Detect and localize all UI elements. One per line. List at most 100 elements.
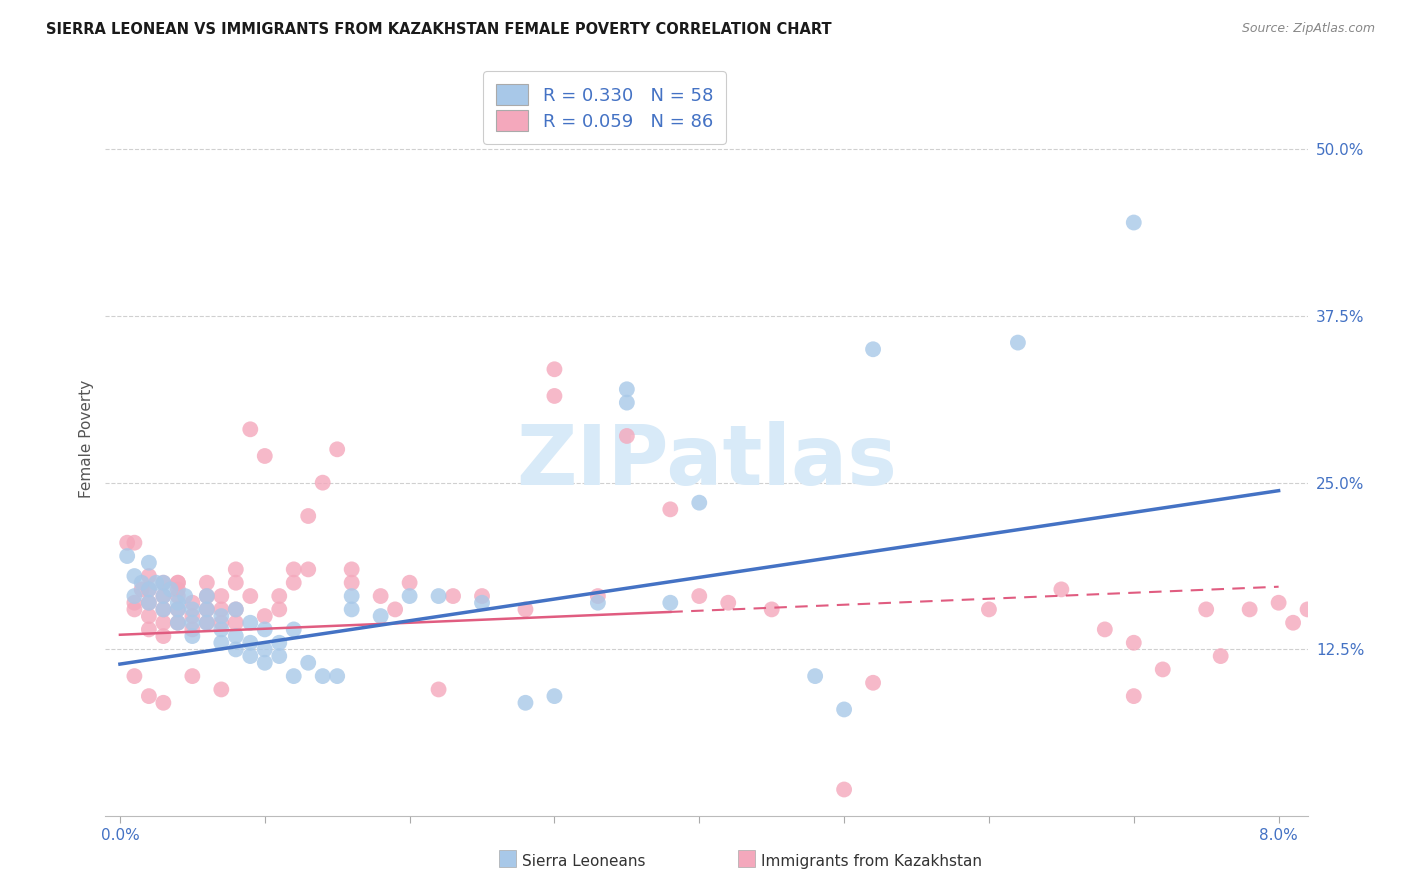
Point (152, 696, 174, 710)
Point (181, 602, 204, 616)
Point (225, 642, 247, 657)
Point (138, 596, 160, 610)
Point (124, 589, 146, 603)
Point (131, 575, 153, 590)
Point (515, 602, 537, 616)
Point (152, 602, 174, 616)
Point (297, 508, 319, 523)
Point (239, 615, 262, 630)
Point (167, 575, 190, 590)
Point (195, 615, 218, 630)
Point (181, 596, 204, 610)
Point (225, 602, 247, 616)
Point (1239, 602, 1261, 616)
Point (1152, 662, 1174, 676)
Point (195, 589, 218, 603)
Point (167, 615, 190, 630)
Point (138, 569, 160, 583)
Point (1195, 602, 1218, 616)
Point (124, 602, 146, 616)
Point (167, 602, 190, 616)
Point (152, 575, 174, 590)
Point (616, 382, 638, 396)
Point (124, 596, 146, 610)
Point (1122, 215, 1144, 229)
Point (326, 669, 349, 683)
Point (1007, 335, 1029, 350)
Text: Immigrants from Kazakhstan: Immigrants from Kazakhstan (761, 855, 981, 869)
Point (225, 615, 247, 630)
Point (804, 669, 827, 683)
Point (209, 682, 232, 697)
Point (616, 395, 638, 409)
Point (1296, 602, 1319, 616)
Point (167, 582, 190, 597)
Point (152, 615, 174, 630)
Point (283, 623, 305, 637)
Point (225, 602, 247, 616)
Point (427, 589, 450, 603)
Point (832, 702, 855, 716)
Point (283, 575, 305, 590)
Point (370, 609, 392, 624)
Point (862, 343, 884, 357)
Point (167, 575, 190, 590)
Point (1094, 623, 1116, 637)
Text: ZIPatlas: ZIPatlas (516, 421, 897, 502)
Point (152, 602, 174, 616)
Point (167, 589, 190, 603)
Point (181, 669, 204, 683)
Point (152, 629, 174, 643)
Point (181, 609, 204, 624)
Point (269, 636, 291, 650)
Point (152, 589, 174, 603)
Point (209, 615, 232, 630)
Point (225, 562, 247, 576)
Point (138, 556, 160, 570)
Point (209, 589, 232, 603)
Point (543, 689, 565, 703)
Point (1209, 649, 1232, 664)
Point (253, 623, 276, 637)
Point (225, 629, 247, 643)
Point (340, 562, 363, 576)
Point (159, 582, 181, 597)
Point (269, 649, 291, 664)
Point (115, 549, 138, 563)
Point (253, 642, 276, 657)
Point (441, 589, 464, 603)
Point (1122, 636, 1144, 650)
Point (761, 602, 783, 616)
Point (398, 575, 420, 590)
Point (115, 535, 138, 549)
Point (1267, 596, 1289, 610)
Point (1122, 689, 1144, 703)
Point (340, 589, 363, 603)
Point (471, 596, 494, 610)
Point (181, 615, 204, 630)
Point (340, 575, 363, 590)
Point (195, 575, 218, 590)
Point (543, 362, 565, 376)
Text: Sierra Leoneans: Sierra Leoneans (522, 855, 645, 869)
Point (124, 669, 146, 683)
Point (688, 589, 710, 603)
Point (832, 782, 855, 797)
Point (174, 589, 197, 603)
Point (209, 602, 232, 616)
Point (225, 575, 247, 590)
Point (283, 562, 305, 576)
Point (152, 589, 174, 603)
Point (312, 669, 335, 683)
Point (688, 496, 710, 510)
Point (124, 535, 146, 549)
Point (515, 696, 537, 710)
Y-axis label: Female Poverty: Female Poverty (79, 380, 94, 499)
Point (862, 675, 884, 690)
Point (239, 649, 262, 664)
Point (659, 502, 682, 516)
Point (326, 442, 349, 457)
Point (145, 575, 167, 590)
Point (253, 449, 276, 463)
Point (138, 582, 160, 597)
